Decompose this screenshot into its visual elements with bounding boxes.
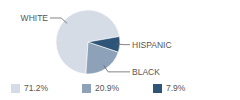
category-label: BLACK: [132, 67, 160, 77]
pie-slice: [88, 36, 120, 52]
callouts: WHITE BLACK HISPANIC: [21, 13, 172, 77]
pie-slice: [56, 10, 120, 74]
legend-swatch: [153, 84, 162, 93]
chart: WHITE BLACK HISPANIC 71.2% 20.9% 7.9%: [0, 0, 240, 100]
legend-label: 7.9%: [166, 83, 186, 93]
category-label: WHITE: [21, 13, 49, 23]
legend: 71.2% 20.9% 7.9%: [11, 83, 186, 93]
legend-swatch: [11, 84, 20, 93]
legend-swatch: [82, 84, 91, 93]
leader-line: [104, 65, 130, 72]
category-label: HISPANIC: [132, 40, 172, 50]
leader-line: [116, 44, 130, 46]
leader-line: [50, 18, 67, 23]
legend-label: 20.9%: [95, 83, 120, 93]
legend-label: 71.2%: [24, 83, 49, 93]
pie: [56, 10, 120, 74]
